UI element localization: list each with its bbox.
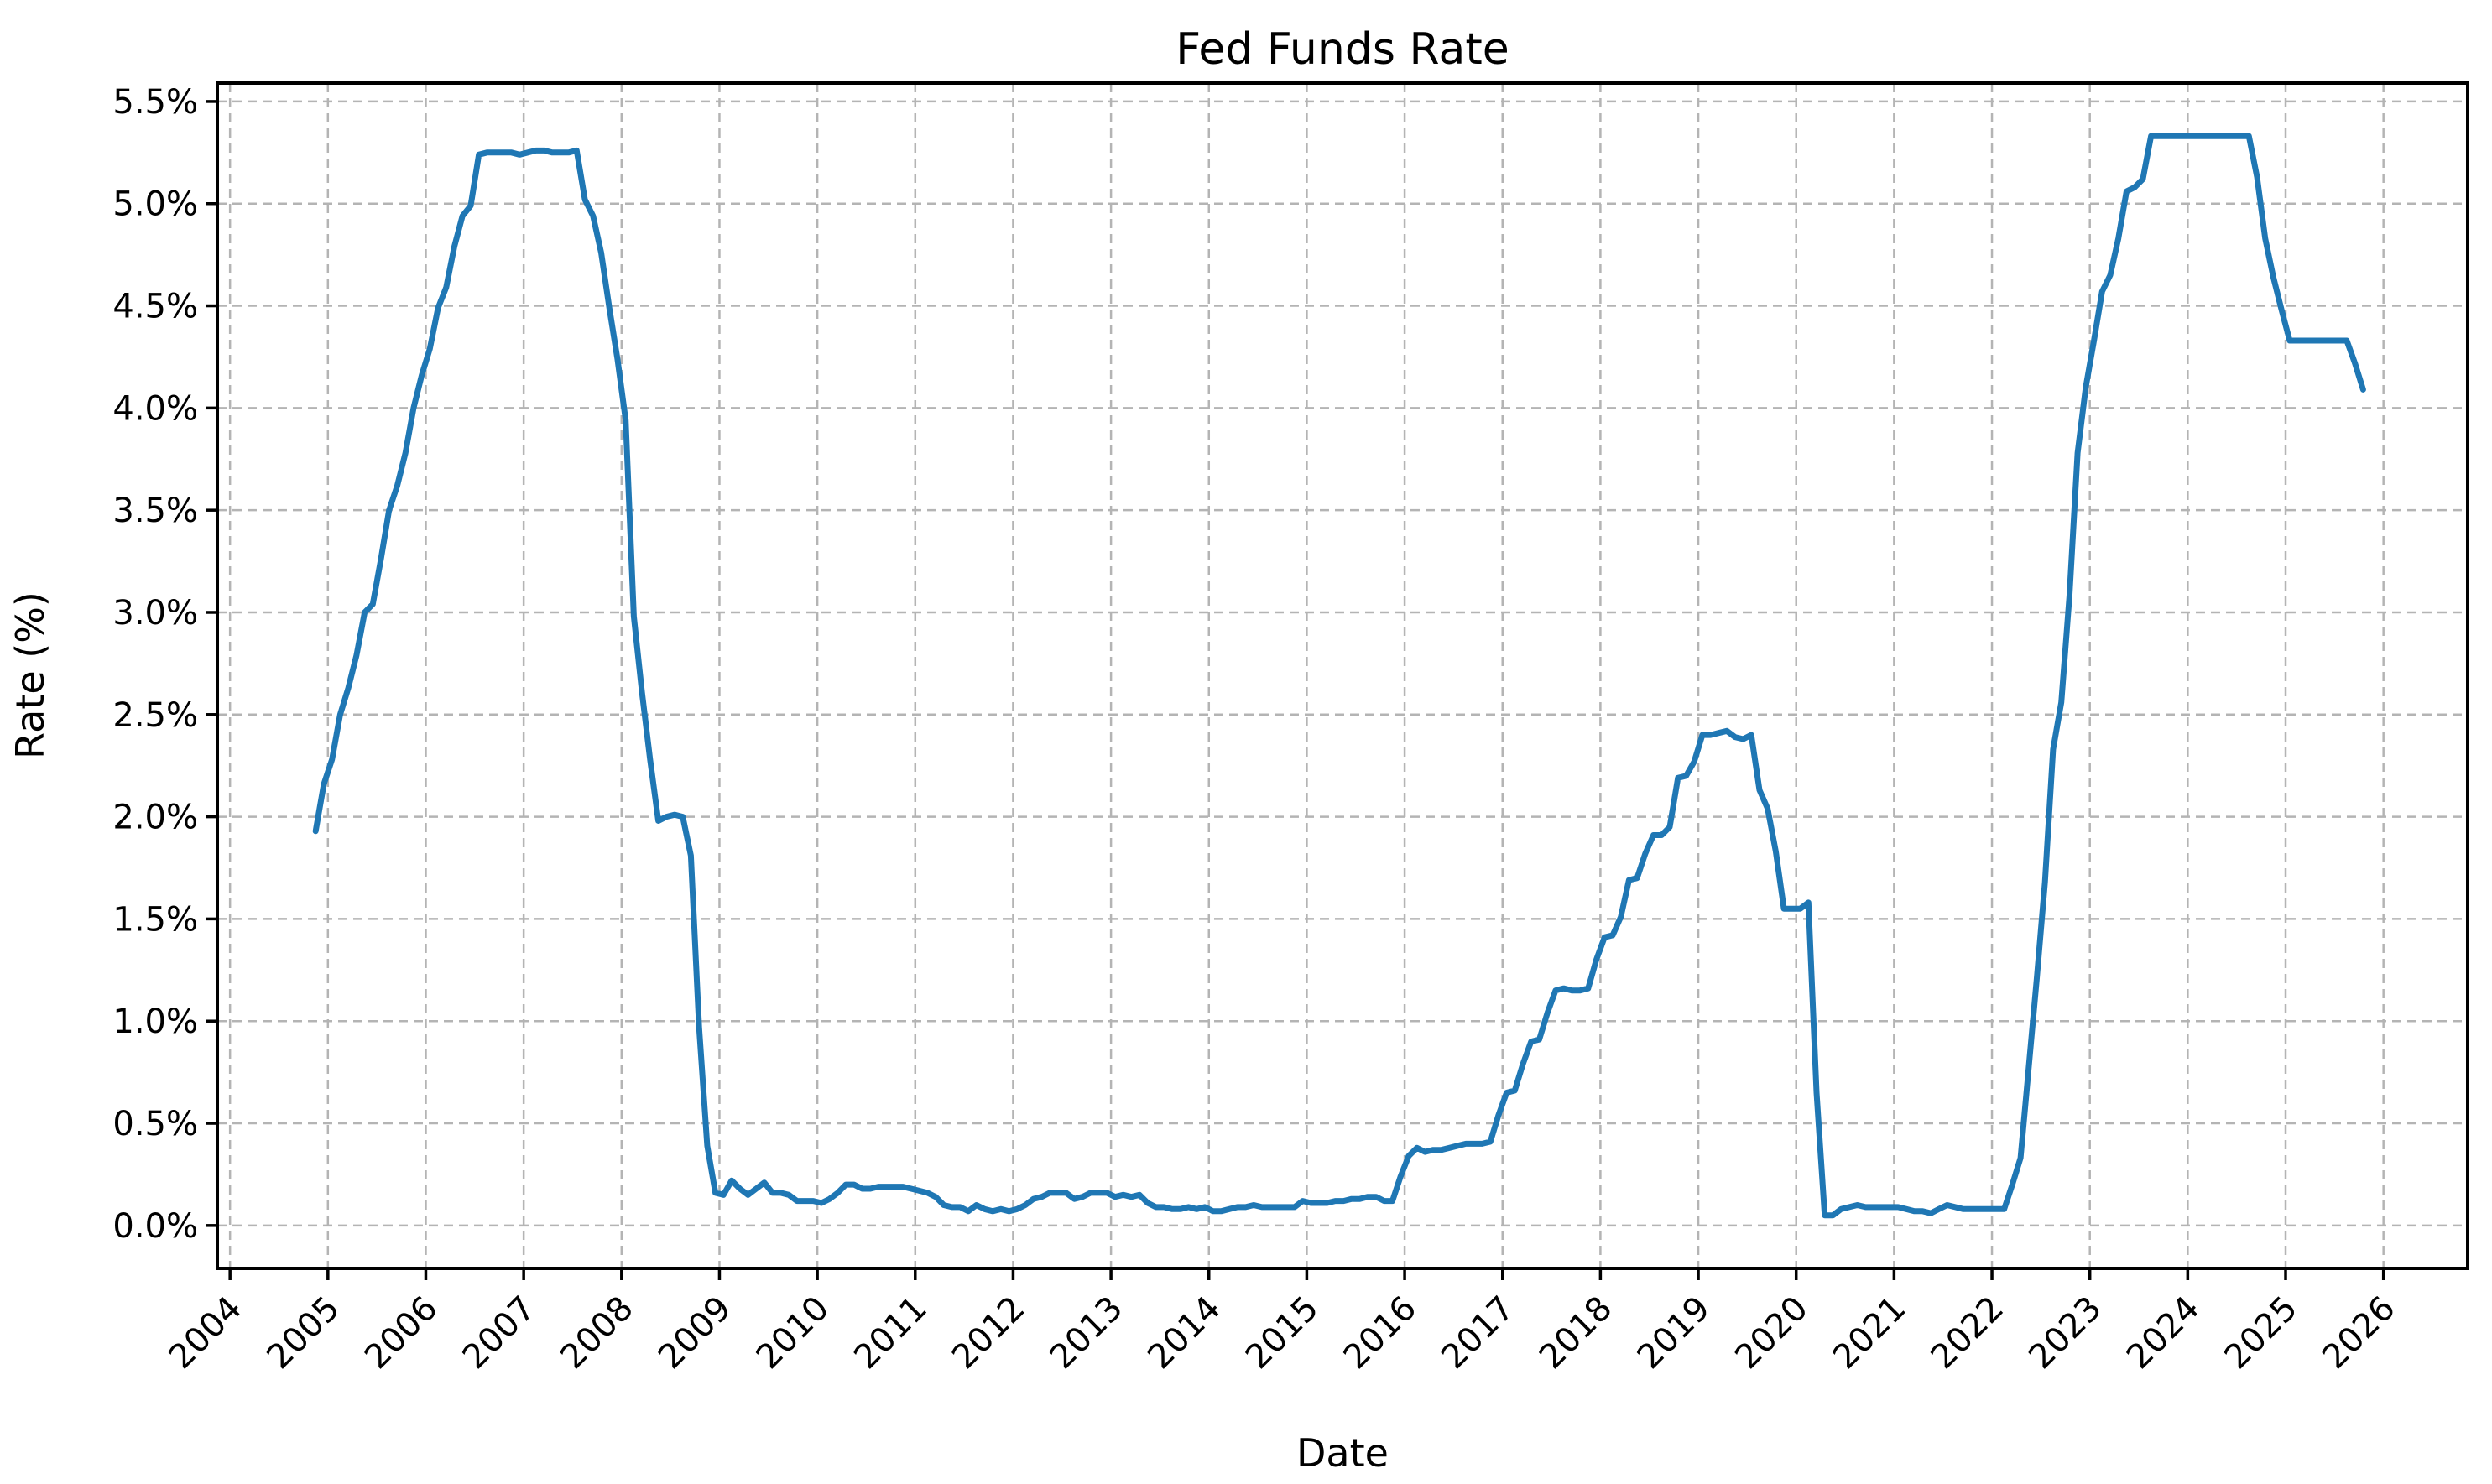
x-tick-label: 2011 <box>847 1289 935 1377</box>
chart-title: Fed Funds Rate <box>1176 24 1509 75</box>
x-tick-label: 2022 <box>1924 1289 2012 1377</box>
x-tick-label: 2026 <box>2315 1289 2403 1377</box>
y-tick-label: 4.5% <box>112 288 198 326</box>
x-axis-label: Date <box>1296 1430 1389 1476</box>
x-tick-label: 2017 <box>1434 1289 1522 1377</box>
axis-tick-marks <box>206 100 2385 1280</box>
x-tick-label: 2021 <box>1826 1289 1914 1377</box>
y-tick-label: 3.5% <box>112 492 198 530</box>
y-axis-tick-labels: 0.0% 0.5% 1.0% 1.5% 2.0% 2.5% 3.0% 3.5% 4.0% 4.5%… <box>112 83 198 1246</box>
x-tick-label: 2016 <box>1337 1289 1425 1377</box>
y-tick-label: 2.0% <box>112 799 198 837</box>
x-tick-label: 2018 <box>1532 1289 1620 1377</box>
y-tick-label: 5.5% <box>112 83 198 122</box>
x-tick-label: 2012 <box>945 1289 1033 1377</box>
y-tick-label: 4.0% <box>112 389 198 428</box>
y-tick-label: 3.0% <box>112 594 198 633</box>
y-tick-label: 0.5% <box>112 1105 198 1143</box>
x-tick-label: 2020 <box>1728 1289 1816 1377</box>
rate-line-series <box>312 133 2366 1219</box>
x-tick-label: 2005 <box>259 1289 347 1377</box>
x-axis-tick-labels: 2004 2005 2006 2007 2008 2009 2010 2011 2012 2013… <box>162 1289 2403 1377</box>
x-tick-label: 2013 <box>1043 1289 1131 1377</box>
plot-border-spines <box>216 81 2469 1270</box>
y-axis-label: Rate (%) <box>8 591 53 759</box>
x-tick-label: 2009 <box>651 1289 739 1377</box>
x-tick-label: 2014 <box>1140 1289 1228 1377</box>
y-tick-label: 5.0% <box>112 185 198 224</box>
x-tick-label: 2007 <box>456 1289 544 1377</box>
x-tick-label: 2010 <box>749 1289 837 1377</box>
x-tick-label: 2004 <box>162 1289 250 1377</box>
x-tick-label: 2025 <box>2218 1289 2306 1377</box>
y-tick-label: 0.0% <box>112 1207 198 1246</box>
x-tick-label: 2015 <box>1238 1289 1327 1377</box>
plot-area <box>217 83 2468 1268</box>
y-tick-label: 1.0% <box>112 1002 198 1041</box>
grid-lines <box>217 83 2468 1268</box>
x-tick-label: 2024 <box>2119 1289 2208 1377</box>
x-tick-label: 2019 <box>1630 1289 1718 1377</box>
x-tick-label: 2008 <box>553 1289 641 1377</box>
y-tick-label: 1.5% <box>112 900 198 939</box>
y-tick-label: 2.5% <box>112 696 198 735</box>
x-tick-label: 2023 <box>2021 1289 2109 1377</box>
x-tick-label: 2006 <box>357 1289 446 1377</box>
